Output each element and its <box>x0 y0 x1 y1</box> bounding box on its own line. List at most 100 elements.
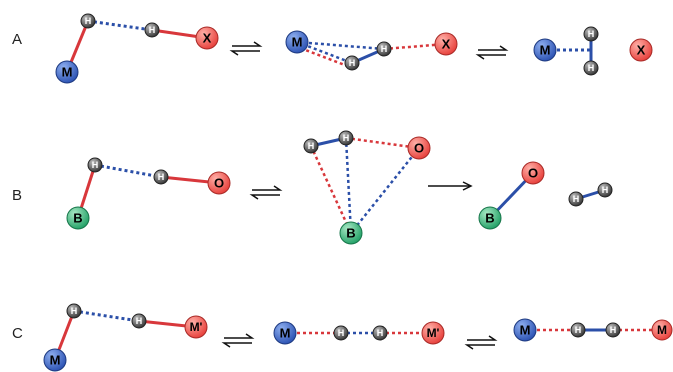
svg-text:M': M' <box>427 326 440 340</box>
row-b-stage-1: B H H O <box>66 157 231 230</box>
svg-text:H: H <box>136 316 143 326</box>
svg-text:H: H <box>610 325 617 335</box>
atom-hydrogen: H <box>303 138 319 154</box>
atom-boron: B <box>478 206 502 230</box>
svg-text:X: X <box>442 37 451 52</box>
bond-dotted-blue <box>73 309 140 323</box>
svg-text:B: B <box>73 211 82 226</box>
row-a-stage-1: M H H X <box>55 13 219 84</box>
atom-oxygen: O <box>407 136 431 160</box>
row-b-stage-2: H H O B <box>303 130 431 245</box>
bond-dotted-blue <box>87 19 153 32</box>
row-label-a: A <box>12 31 22 48</box>
atom-hydrogen: H <box>568 191 584 207</box>
atom-hydrogen: H <box>87 157 103 173</box>
atom-hydrogen: H <box>131 313 147 329</box>
atom-metal-prime: M' <box>184 315 208 339</box>
atom-hydrogen: H <box>605 322 621 338</box>
row-a-stage-2: M H H X <box>285 30 458 71</box>
svg-text:O: O <box>214 176 224 191</box>
row-c: M H H M' M H H M' <box>43 303 673 372</box>
atom-hydrogen: H <box>338 130 354 146</box>
atom-hydrogen: H <box>344 55 360 71</box>
atom-hydrogen: H <box>376 41 392 57</box>
atom-hydrogen: H <box>597 182 613 198</box>
svg-text:H: H <box>85 16 92 26</box>
svg-text:M: M <box>520 323 531 338</box>
atom-metal-prime: M' <box>421 321 445 345</box>
svg-text:X: X <box>203 31 212 46</box>
atom-metal-prime: M <box>651 319 673 341</box>
svg-text:H: H <box>575 325 582 335</box>
svg-text:H: H <box>71 306 78 316</box>
svg-text:H: H <box>349 58 356 68</box>
svg-text:H: H <box>338 328 345 338</box>
atom-oxygen: O <box>521 161 545 185</box>
equilibrium-arrow <box>249 185 283 200</box>
atom-metal: M <box>43 348 67 372</box>
atom-metal: M <box>273 321 297 345</box>
equilibrium-arrow <box>464 335 498 350</box>
atom-hydrogen: H <box>372 325 388 341</box>
row-c-stage-2: M H H M' <box>273 321 445 345</box>
svg-text:M: M <box>50 353 61 368</box>
row-c-stage-1: M H H M' <box>43 303 208 372</box>
svg-text:O: O <box>414 141 424 156</box>
atom-hydrogen: H <box>570 322 586 338</box>
atom-hydrogen: H <box>66 303 82 319</box>
svg-text:B: B <box>485 211 494 226</box>
svg-text:H: H <box>588 63 595 73</box>
row-a: M H H X M H H X <box>55 13 653 84</box>
svg-text:H: H <box>602 185 609 195</box>
equilibrium-arrow <box>221 333 255 348</box>
row-b-stage-3: B O H H <box>478 161 613 230</box>
svg-text:H: H <box>158 172 165 182</box>
row-b: B H H O H H O B <box>66 130 613 245</box>
atom-boron: B <box>66 206 90 230</box>
svg-text:M: M <box>540 43 551 58</box>
bond-dotted-red <box>294 44 351 69</box>
bond-dotted-blue <box>344 137 353 234</box>
atom-metal: M <box>55 60 79 84</box>
forward-arrow <box>428 181 473 191</box>
svg-text:O: O <box>528 166 538 181</box>
svg-text:M: M <box>280 326 291 341</box>
atom-hydrogen: H <box>80 13 96 29</box>
atom-halide: X <box>434 32 458 56</box>
atom-metal: M <box>533 38 557 62</box>
svg-text:M': M' <box>190 320 203 334</box>
atom-metal: M <box>513 318 537 342</box>
svg-text:X: X <box>637 43 646 58</box>
svg-text:H: H <box>381 44 388 54</box>
row-label-b: B <box>12 187 22 204</box>
atom-metal: M <box>285 30 309 54</box>
svg-text:M: M <box>657 323 667 337</box>
atom-hydrogen: H <box>583 60 599 76</box>
bond-dotted-blue <box>94 163 162 179</box>
atom-oxygen: O <box>207 171 231 195</box>
row-label-c: C <box>12 325 23 342</box>
atom-hydrogen: H <box>333 325 349 341</box>
svg-text:B: B <box>346 226 355 241</box>
atom-hydrogen: H <box>144 22 160 38</box>
svg-text:H: H <box>308 141 315 151</box>
equilibrium-arrow <box>229 41 263 56</box>
equilibrium-arrow <box>475 45 509 60</box>
atom-hydrogen: H <box>153 169 169 185</box>
atom-halide: X <box>629 38 653 62</box>
bond-dotted-red <box>345 136 420 150</box>
svg-text:H: H <box>92 160 99 170</box>
bond-dotted-red <box>309 145 353 234</box>
row-c-stage-3: M H H M <box>513 318 673 342</box>
svg-text:H: H <box>588 29 595 39</box>
row-a-stage-3: M H H X <box>533 26 653 76</box>
svg-text:H: H <box>377 328 384 338</box>
bond-dotted-blue <box>350 147 420 234</box>
svg-text:H: H <box>343 133 350 143</box>
svg-text:M: M <box>292 35 303 50</box>
bond-dotted-red <box>383 42 447 51</box>
bond-dotted-blue <box>296 40 353 65</box>
atom-hydrogen: H <box>583 26 599 42</box>
svg-text:H: H <box>149 25 156 35</box>
svg-text:M: M <box>62 65 73 80</box>
